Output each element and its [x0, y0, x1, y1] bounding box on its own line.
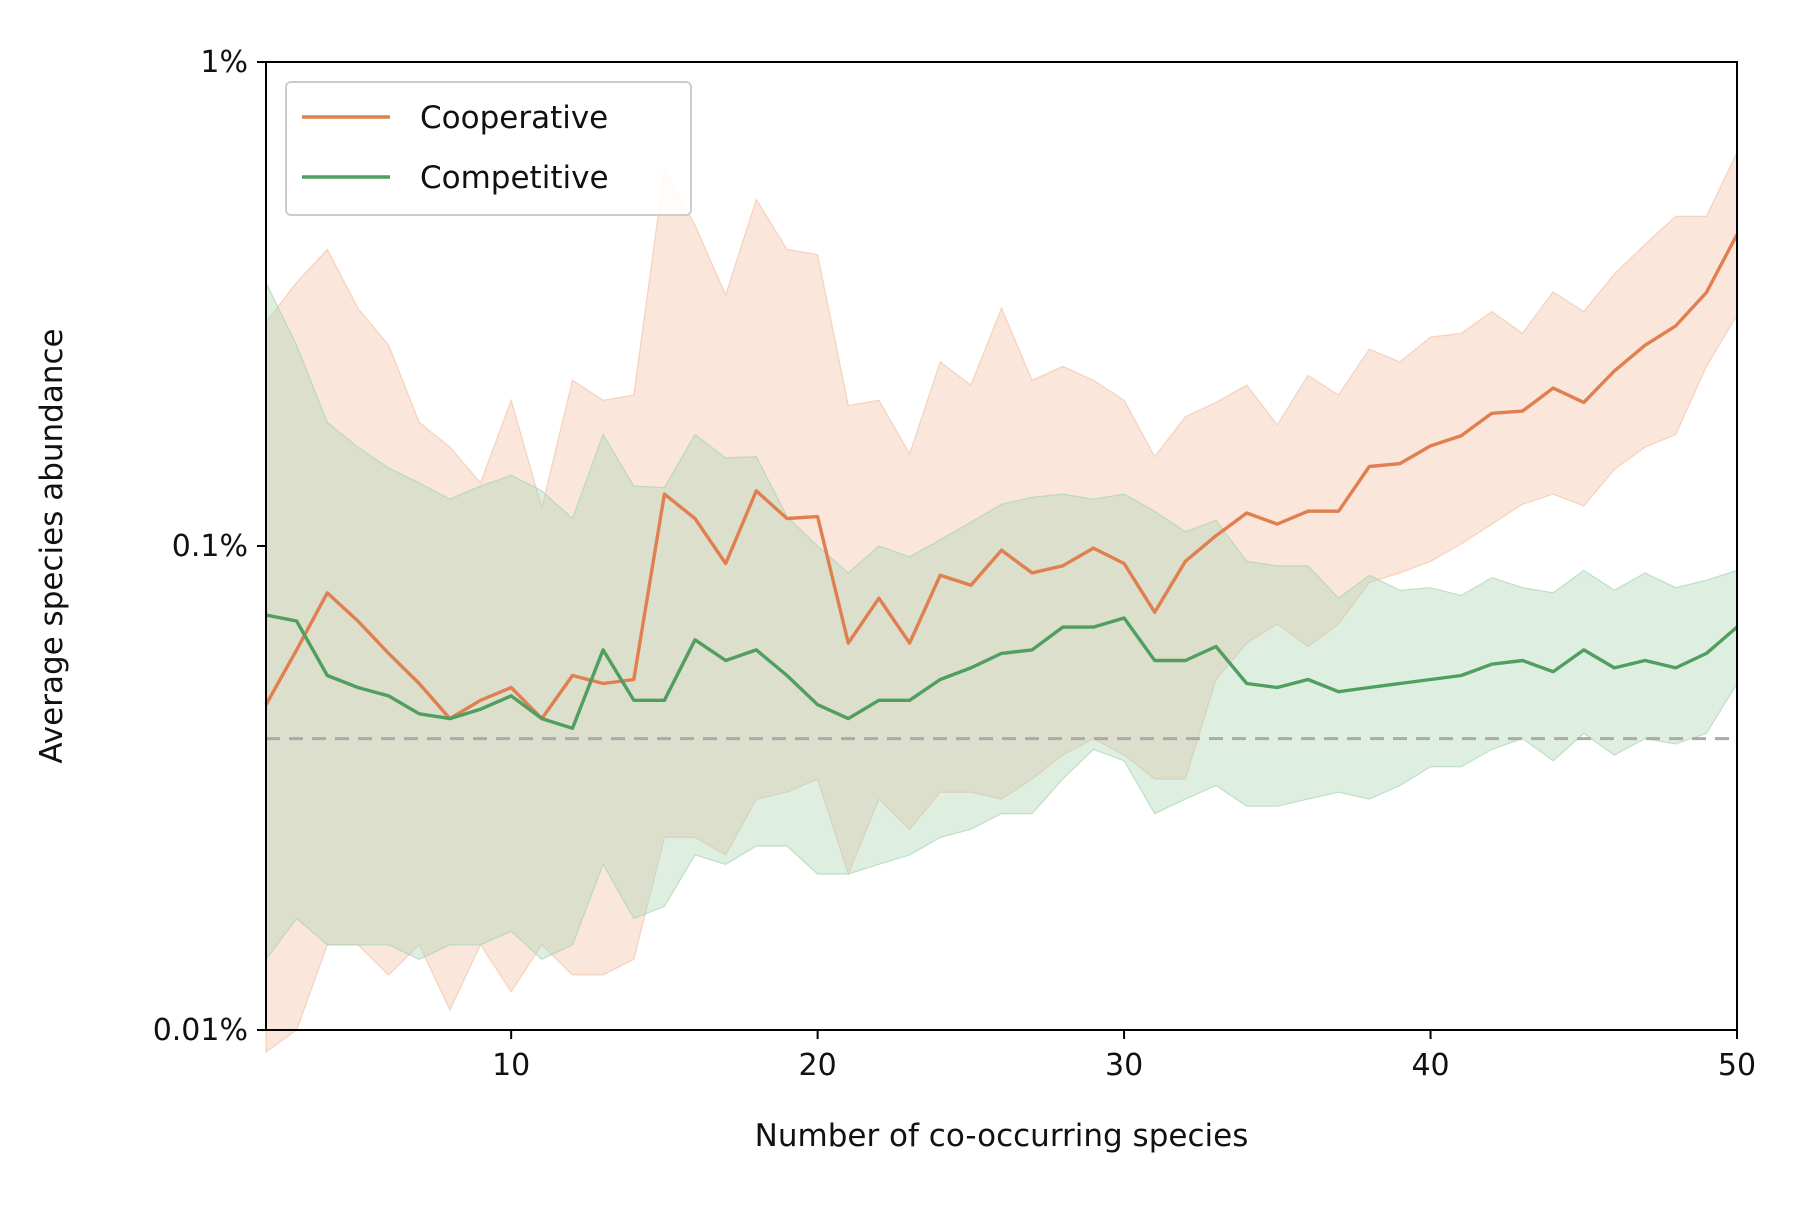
series-lines [264, 233, 1739, 730]
y-tick-label: 0.01% [153, 1013, 248, 1048]
y-axis-title: Average species abundance [34, 328, 70, 763]
y-tick-label: 0.1% [172, 529, 248, 564]
x-tick-label: 50 [1718, 1048, 1756, 1083]
legend: Cooperative Competitive [285, 81, 692, 216]
x-tick-label: 40 [1411, 1048, 1449, 1083]
x-tick-label: 20 [799, 1048, 837, 1083]
legend-label-cooperative: Cooperative [420, 100, 608, 136]
legend-label-competitive: Competitive [420, 160, 609, 196]
legend-box [285, 81, 692, 216]
series-line-competitive [265, 613, 1739, 730]
x-axis-title: Number of co-occurring species [755, 1118, 1249, 1154]
y-tick-label: 1% [200, 45, 248, 80]
axis-ticks: 10 20 30 40 50 0.01% 0.1% 1% [153, 45, 1756, 1083]
x-tick-label: 30 [1105, 1048, 1143, 1083]
series-line-cooperative [264, 233, 1739, 721]
x-tick-label: 10 [492, 1048, 530, 1083]
